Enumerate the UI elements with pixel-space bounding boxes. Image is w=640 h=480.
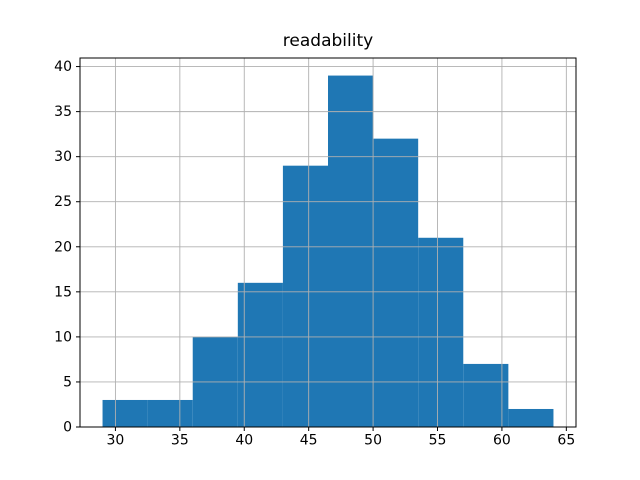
histogram-bar bbox=[508, 408, 554, 427]
histogram-bar bbox=[282, 165, 328, 427]
x-tick-label: 45 bbox=[300, 433, 318, 449]
x-tick-label: 60 bbox=[493, 433, 511, 449]
y-tick-label: 15 bbox=[54, 284, 72, 300]
y-tick-label: 40 bbox=[54, 59, 72, 75]
histogram-bar bbox=[418, 237, 464, 427]
chart-title: readability bbox=[282, 31, 374, 51]
histogram-bar bbox=[373, 138, 419, 427]
x-tick-label: 50 bbox=[364, 433, 382, 449]
y-tick-label: 10 bbox=[54, 329, 72, 345]
histogram-bar bbox=[147, 399, 193, 427]
y-tick-label: 5 bbox=[63, 374, 72, 390]
histogram-bar bbox=[328, 75, 374, 428]
y-tick-label: 30 bbox=[54, 149, 72, 165]
y-tick-label: 20 bbox=[54, 239, 72, 255]
histogram-bar bbox=[463, 363, 509, 427]
y-tick-label: 35 bbox=[54, 104, 72, 120]
x-tick-label: 65 bbox=[557, 433, 575, 449]
x-tick-label: 30 bbox=[107, 433, 125, 449]
histogram-bar bbox=[102, 399, 148, 427]
y-tick-label: 25 bbox=[54, 194, 72, 210]
axes-frame bbox=[79, 57, 577, 428]
x-tick-label: 55 bbox=[429, 433, 447, 449]
x-tick-label: 35 bbox=[171, 433, 189, 449]
x-tick-label: 40 bbox=[235, 433, 253, 449]
y-tick-label: 0 bbox=[63, 419, 72, 435]
histogram-bar bbox=[237, 282, 283, 427]
